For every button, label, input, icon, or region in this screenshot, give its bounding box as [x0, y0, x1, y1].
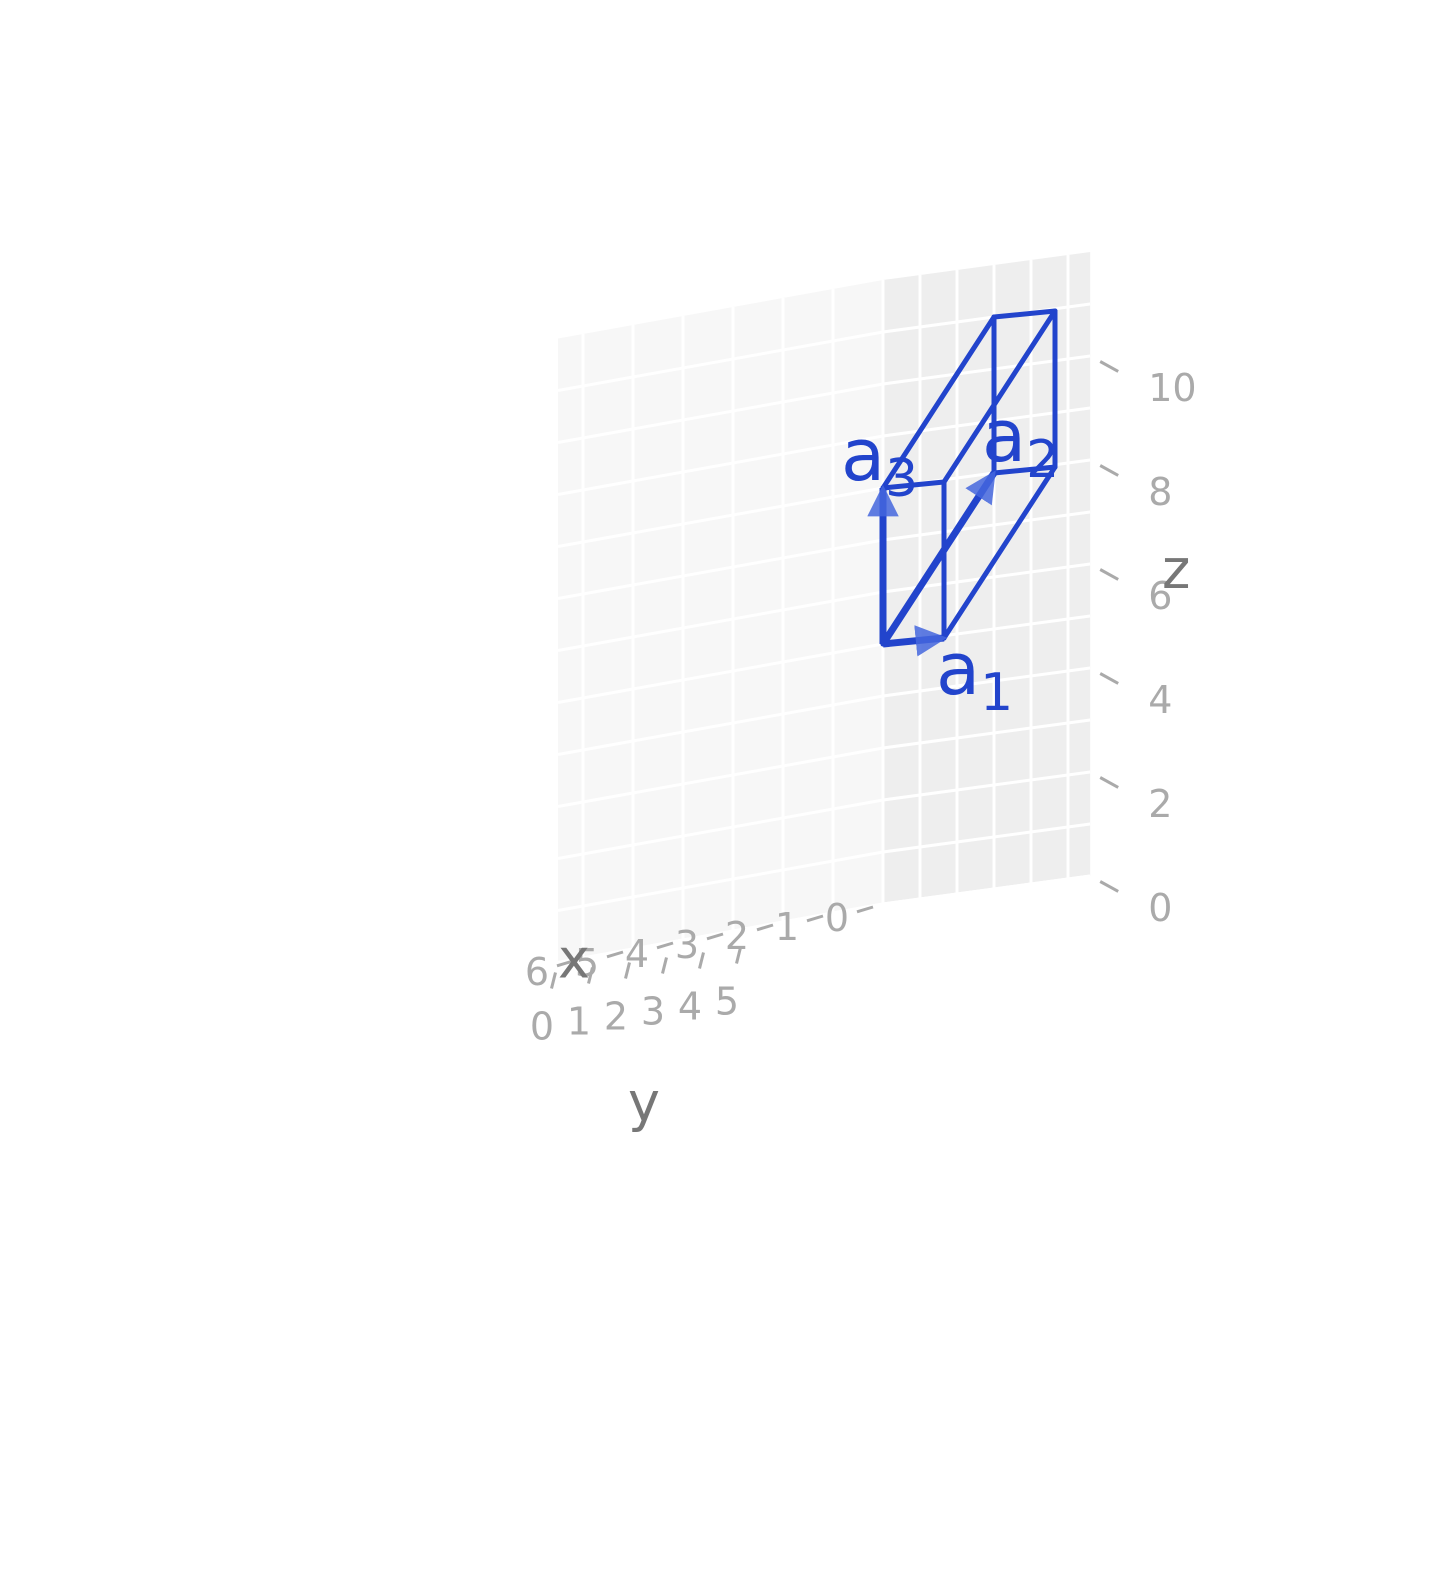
vector-a3-subscript: 3: [885, 449, 918, 509]
x-tick-mark: [556, 959, 574, 968]
x-tick-mark: [806, 914, 824, 923]
y-tick-mark: [624, 962, 631, 979]
gridline-xz-z: [557, 486, 884, 548]
gridline-yz-z: [882, 510, 1091, 542]
z-tick-mark: [1099, 880, 1119, 893]
x-tick-mark: [756, 923, 774, 932]
x-tick-mark: [656, 941, 674, 950]
gridline-xz-z: [557, 538, 884, 600]
x-tick-label: 6: [525, 950, 549, 994]
gridline-xz-z: [557, 850, 884, 912]
z-tick-label: 8: [1148, 470, 1172, 514]
vector-a2-arrow: [880, 470, 997, 646]
z-tick-label: 4: [1148, 678, 1172, 722]
parallelepiped-edge: [991, 464, 1058, 476]
z-tick-mark: [1099, 464, 1119, 477]
vector-a1-subscript: 1: [980, 663, 1013, 723]
y-axis-title: y: [628, 1071, 660, 1134]
vector-a2-label: a2: [982, 394, 1059, 490]
x-tick-mark: [706, 932, 724, 941]
y-tick-mark: [550, 972, 557, 989]
x-tick-label: 0: [825, 896, 849, 940]
x-tick-mark: [606, 950, 624, 959]
gridline-yz-z: [882, 666, 1091, 698]
gridline-yz-z: [882, 718, 1091, 750]
gridline-xz-z: [557, 798, 884, 860]
parallelepiped-edge: [880, 314, 997, 491]
y-tick-label: 5: [715, 980, 739, 1024]
gridline-xy-y: [631, 892, 958, 954]
parallelepiped-edge: [941, 308, 1058, 485]
gridline-xy-y: [742, 877, 1069, 939]
y-tick-label: 1: [567, 1000, 591, 1044]
y-tick-mark: [587, 967, 594, 984]
y-tick-mark: [735, 947, 742, 964]
gridline-yz-z: [882, 770, 1091, 802]
gridline-yz-z: [882, 822, 1091, 854]
parallelepiped-edge: [941, 464, 1058, 641]
y-tick-mark: [661, 957, 668, 974]
z-tick-label: 10: [1148, 366, 1196, 410]
z-tick-mark: [1099, 568, 1119, 581]
gridline-xy-y: [705, 882, 1032, 944]
z-tick-label: 2: [1148, 782, 1172, 826]
z-tick-label: 0: [1148, 886, 1172, 930]
x-tick-label: 2: [725, 914, 749, 958]
y-tick-mark: [698, 952, 705, 969]
y-tick-label: 3: [641, 990, 665, 1034]
x-axis-title: x: [558, 928, 590, 991]
vector-a1-arrow: [882, 625, 948, 657]
z-tick-mark: [1099, 360, 1119, 373]
gridline-xz-z: [557, 382, 884, 444]
y-tick-label: 0: [530, 1005, 554, 1049]
gridline-xy-y: [668, 887, 995, 949]
z-tick-mark: [1099, 776, 1119, 789]
gridline-xz-z: [557, 330, 884, 392]
gridline-xz-z: [557, 642, 884, 704]
gridline-xz-z: [557, 746, 884, 808]
z-axis-title: z: [1162, 538, 1190, 601]
gridline-xz-z: [557, 590, 884, 652]
x-tick-label: 5: [575, 941, 599, 985]
gridline-xz-z: [557, 434, 884, 496]
gridline-xz-z: [557, 694, 884, 756]
y-tick-label: 2: [604, 995, 628, 1039]
x-tick-mark: [856, 905, 874, 914]
z-tick-mark: [1099, 672, 1119, 685]
x-tick-label: 1: [775, 905, 799, 949]
x-tick-label: 3: [675, 923, 699, 967]
y-tick-label: 4: [678, 985, 702, 1029]
vector-a2-subscript: 2: [1026, 430, 1059, 490]
z-tick-label: 6: [1148, 574, 1172, 618]
parallelepiped-edge: [991, 308, 1058, 320]
